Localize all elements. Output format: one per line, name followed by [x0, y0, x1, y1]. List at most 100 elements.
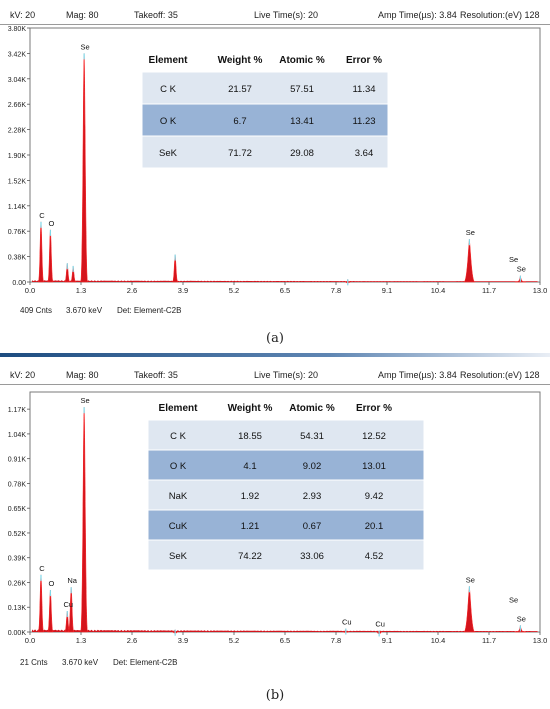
peak-label: Na [67, 576, 77, 585]
acquisition-header: kV: 20 Mag: 80 Takeoff: 35 Live Time(s):… [4, 6, 546, 24]
peak-label: Se [466, 228, 475, 237]
live-time-label: Live Time(s): 20 [254, 370, 319, 380]
eds-panel-a: kV: 20 Mag: 80 Takeoff: 35 Live Time(s):… [0, 0, 550, 322]
x-tick-label: 2.6 [127, 286, 137, 295]
detector-readout: Det: Element-C2B [117, 306, 182, 315]
x-tick-label: 5.2 [229, 286, 239, 295]
y-tick-label: 2.66K [8, 102, 27, 109]
table-cell: 13.41 [290, 116, 314, 127]
peak-label: Se [517, 265, 526, 274]
x-tick-label: 13.0 [533, 286, 548, 295]
mag-label: Mag: 80 [66, 10, 99, 20]
table-row [141, 71, 389, 105]
peak-label: Se [81, 396, 90, 405]
table-cell: 9.42 [365, 491, 384, 502]
y-tick-label: 1.90K [8, 153, 27, 160]
x-tick-label: 2.6 [127, 636, 137, 645]
x-tick-label: 0.0 [25, 636, 35, 645]
y-tick-label: 0.78K [8, 481, 27, 488]
amp-time-label: Amp Time(µs): 3.84 [378, 10, 457, 20]
table-header-cell: Element [149, 55, 189, 66]
kv-label: kV: 20 [10, 370, 36, 380]
table-header-cell: Atomic % [289, 403, 335, 414]
y-tick-label: 0.00 [12, 280, 26, 287]
x-tick-label: 9.1 [382, 636, 392, 645]
peak-label: Se [81, 42, 90, 51]
resolution-label: Resolution:(eV) 128 [460, 370, 540, 380]
table-cell: C K [160, 84, 177, 95]
table-header-cell: Element [159, 403, 199, 414]
table-cell: 13.01 [362, 461, 386, 472]
y-tick-label: 1.14K [8, 204, 27, 211]
spectrum-background [31, 280, 539, 282]
eds-spectrum-chart-b: 0.00K 0.13K 0.26K 0.39K 0.52K 0.65K 0.78K 0.91K… [8, 391, 548, 645]
x-tick-label: 1.3 [76, 286, 86, 295]
table-header-cell: Error % [346, 55, 382, 66]
table-row [147, 449, 425, 481]
table-header-cell: Atomic % [279, 55, 325, 66]
kev-readout: 3.670 keV [62, 658, 99, 667]
table-cell: 18.55 [238, 431, 262, 442]
peak-label: O [48, 579, 54, 588]
table-cell: 2.93 [303, 491, 322, 502]
y-tick-label: 3.04K [8, 77, 27, 84]
kev-readout: 3.670 keV [66, 306, 103, 315]
y-tick-label: 1.52K [8, 178, 27, 185]
table-row [141, 103, 389, 137]
table-header-bg [148, 394, 424, 420]
x-tick-label: 13.0 [533, 636, 548, 645]
header-divider [0, 24, 550, 25]
table-cell: 3.64 [355, 148, 374, 159]
peak-label: Se [466, 575, 475, 584]
table-header-bg [142, 44, 388, 72]
table-cell: 21.57 [228, 84, 252, 95]
table-cell: CuK [169, 521, 188, 532]
mag-label: Mag: 80 [66, 370, 99, 380]
peak-label: O [48, 219, 54, 228]
x-tick-label: 7.8 [331, 636, 341, 645]
y-tick-label: 3.42K [8, 51, 27, 58]
peak-label: C [39, 211, 45, 220]
acquisition-header: kV: 20 Mag: 80 Takeoff: 35 Live Time(s):… [4, 366, 546, 384]
table-cell: 11.23 [352, 116, 375, 127]
y-tick-label: 0.65K [8, 506, 27, 513]
peak-label: Cu [375, 619, 385, 628]
peak-label: Cu [63, 600, 73, 609]
counts-readout: 409 Cnts [20, 306, 53, 315]
x-tick-label: 10.4 [431, 286, 446, 295]
y-tick-label: 0.38K [8, 255, 27, 262]
x-tick-label: 6.5 [280, 286, 290, 295]
caption-b: (b) [265, 688, 285, 703]
x-tick-label: 7.8 [331, 286, 341, 295]
table-cell: 6.7 [233, 116, 246, 127]
eds-spectrum-chart-a: 0.00 0.38K 0.76K 1.14K 1.52K 1.90K 2.28K 2.66K 3… [8, 26, 548, 295]
table-row [147, 419, 425, 451]
y-tick-label: 3.80K [8, 26, 27, 33]
spectrum-background [31, 629, 539, 632]
peak-label: Se [509, 595, 518, 604]
table-cell: 1.92 [241, 491, 260, 502]
y-tick-label: 1.04K [8, 432, 27, 439]
resolution-label: Resolution:(eV) 128 [460, 10, 540, 20]
y-tick-label: 0.13K [8, 605, 27, 612]
counts-readout: 21 Cnts [20, 658, 48, 667]
table-row [141, 135, 389, 169]
kv-label: kV: 20 [10, 10, 36, 20]
x-tick-label: 11.7 [482, 286, 496, 295]
y-tick-label: 0.76K [8, 229, 27, 236]
y-tick-label: 0.26K [8, 580, 27, 587]
table-row [147, 509, 425, 541]
table-cell: 4.1 [243, 461, 256, 472]
table-row [147, 479, 425, 511]
y-tick-label: 0.91K [8, 457, 27, 464]
y-tick-label: 1.17K [8, 407, 27, 414]
x-tick-label: 5.2 [229, 636, 239, 645]
peak-label: C [39, 564, 45, 573]
table-header-cell: Weight % [228, 403, 273, 414]
table-cell: 12.52 [362, 431, 386, 442]
live-time-label: Live Time(s): 20 [254, 10, 319, 20]
peak-label: Se [509, 255, 518, 264]
peak-label: Se [517, 614, 526, 623]
eds-panel-b: kV: 20 Mag: 80 Takeoff: 35 Live Time(s):… [0, 360, 550, 680]
table-header-cell: Error % [356, 403, 392, 414]
